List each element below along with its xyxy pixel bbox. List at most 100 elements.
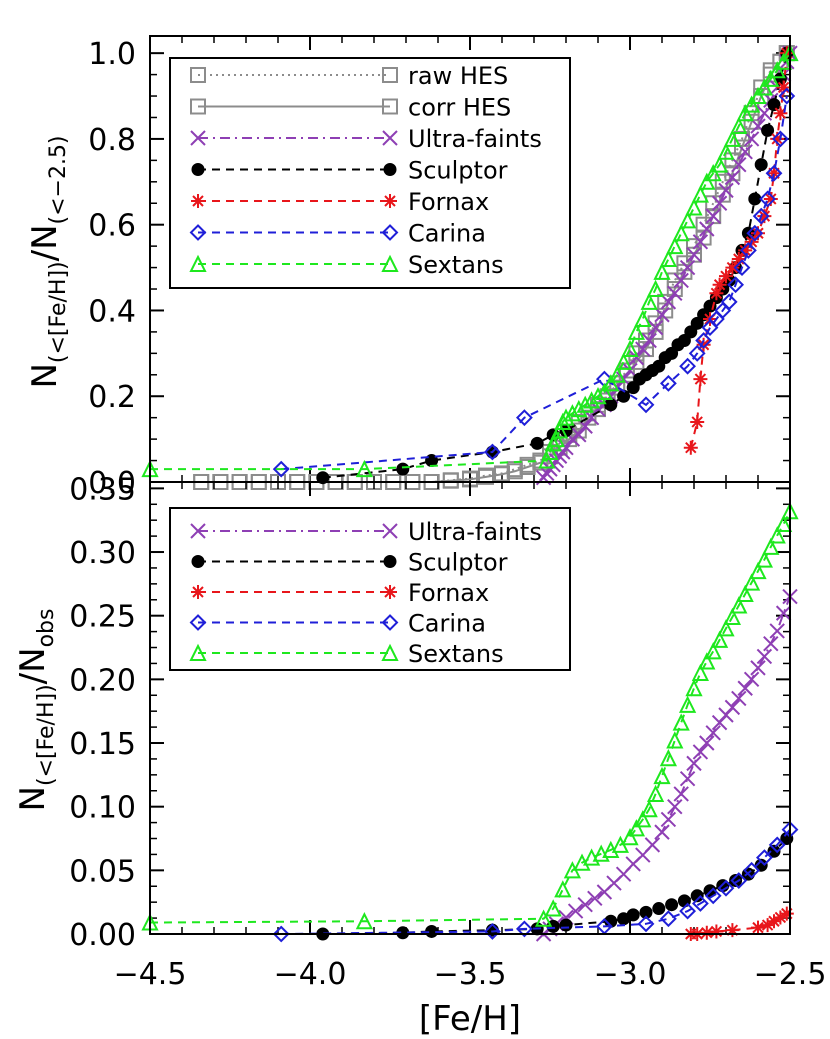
- top-point-fornax: [712, 277, 727, 292]
- bottom-point-ultra_faints: [679, 770, 696, 787]
- top-point-fornax: [751, 226, 765, 241]
- bottom-point-ultra_faints: [724, 699, 741, 716]
- bottom-point-ultra_faints: [567, 903, 584, 919]
- top-point-carina: [679, 357, 697, 375]
- top-point-sextans: [736, 103, 754, 122]
- bottom-point-carina: [272, 925, 290, 943]
- bottom-point-sextans: [554, 880, 572, 898]
- bottom-legend-label-carina: Carina: [408, 610, 486, 638]
- top-point-sextans: [634, 309, 652, 328]
- top-point-sculptor: [652, 359, 666, 373]
- bottom-legend-marker-end-sextans: [381, 643, 399, 661]
- top-point-carina: [483, 443, 501, 461]
- top-point-sextans: [608, 365, 626, 383]
- top-point-sculptor: [748, 192, 762, 206]
- xtick-label: −4.5: [114, 957, 187, 992]
- top-point-ultra_faints: [731, 156, 747, 173]
- bottom-panel-series: [141, 502, 799, 943]
- top-point-sculptor: [530, 436, 544, 450]
- bottom-point-carina: [768, 836, 786, 854]
- top-point-sculptor: [754, 158, 768, 172]
- top-point-ultra_faints: [571, 427, 587, 443]
- top-legend-item-ultra_faints: Ultra-faints: [190, 125, 542, 153]
- top-point-corr_hes: [442, 472, 459, 489]
- bottom-point-sextans: [774, 514, 793, 533]
- top-point-fornax: [731, 252, 746, 266]
- bottom-point-sextans: [730, 596, 748, 614]
- bottom-legend-item-ultra_faints: Ultra-faints: [190, 518, 542, 546]
- top-point-carina: [771, 130, 789, 148]
- top-point-fornax: [738, 243, 753, 258]
- bottom-point-sextans: [640, 799, 658, 818]
- top-point-corr_hes: [506, 463, 523, 480]
- top-ytick-label: 0.6: [88, 209, 136, 244]
- bottom-ytick-label: 0.15: [69, 727, 136, 762]
- bottom-ytick-label: 0.35: [69, 472, 136, 507]
- top-panel-ytick-labels: 0.0 0.2 0.4 0.6 0.8 1.0: [88, 37, 136, 501]
- top-legend-items: raw HES corr HES Ultra-faints Sculptor Forna…: [189, 62, 542, 279]
- bottom-point-ultra_faints: [692, 744, 709, 760]
- bottom-line-carina: [281, 828, 791, 935]
- top-point-carina: [515, 409, 533, 427]
- bottom-point-sculptor: [729, 874, 743, 888]
- top-point-carina: [272, 460, 290, 478]
- top-point-ultra_faints: [654, 307, 670, 323]
- top-point-sextans: [582, 391, 601, 409]
- top-ytick-label: 0.0: [88, 466, 136, 501]
- bottom-legend-marker-end-sculptor: [383, 555, 397, 568]
- top-series-ultra_faints: [535, 45, 798, 486]
- bottom-point-carina: [704, 887, 722, 905]
- bottom-point-sextans: [762, 537, 780, 555]
- top-point-sextans: [710, 155, 729, 173]
- bottom-legend-box: [169, 507, 571, 671]
- top-series-sextans: [141, 43, 799, 478]
- top-point-fornax: [719, 269, 733, 284]
- xtick-label: −2.5: [754, 957, 827, 992]
- top-point-sextans: [557, 408, 575, 426]
- top-point-corr_hes: [743, 113, 760, 130]
- top-point-sextans: [742, 95, 761, 113]
- bottom-point-fornax: [699, 925, 714, 940]
- bottom-point-ultra_faints: [654, 824, 670, 840]
- top-legend-item-corr_hes: corr HES: [190, 94, 511, 122]
- bottom-legend-marker-end-fornax: [383, 585, 397, 599]
- top-point-carina: [746, 224, 764, 242]
- top-point-sextans: [563, 404, 582, 422]
- top-point-sculptor: [767, 98, 781, 112]
- bottom-point-carina: [483, 923, 501, 940]
- top-point-ultra_faints: [705, 208, 721, 224]
- top-point-sextans: [538, 451, 556, 469]
- bottom-point-carina: [755, 849, 773, 867]
- top-legend-item-fornax: Fornax: [191, 188, 489, 216]
- top-legend-marker-start-corr_hes: [190, 98, 206, 115]
- top-point-fornax: [693, 372, 708, 387]
- top-point-ultra_faints: [692, 234, 709, 250]
- bottom-point-sextans: [659, 749, 678, 767]
- top-point-sculptor: [677, 333, 691, 347]
- top-point-sculptor: [761, 123, 775, 137]
- top-point-sculptor: [665, 346, 679, 360]
- top-point-fornax: [776, 80, 791, 95]
- top-legend-marker-end-sculptor: [383, 163, 397, 176]
- bottom-legend-marker-start-sextans: [189, 643, 207, 661]
- bottom-point-carina: [659, 910, 677, 928]
- top-legend-label-corr_hes: corr HES: [408, 94, 511, 122]
- top-point-carina: [759, 190, 777, 208]
- top-point-sextans: [589, 386, 607, 405]
- top-line-sextans: [150, 52, 791, 471]
- top-point-sextans: [595, 382, 614, 400]
- top-point-corr_hes: [724, 165, 741, 182]
- top-point-sextans: [646, 279, 665, 298]
- bottom-panel: 0.000.050.100.150.200.250.300.35 −4.5 −4.…: [13, 472, 826, 1039]
- bottom-series-ultra_faints: [535, 588, 798, 942]
- bottom-legend-label-sculptor: Sculptor: [408, 549, 508, 577]
- bottom-point-carina: [637, 915, 655, 933]
- top-point-sextans: [749, 86, 767, 105]
- top-point-corr_hes: [478, 468, 494, 485]
- top-panel-legend: raw HES corr HES Ultra-faints Sculptor Forna…: [169, 57, 571, 289]
- top-point-ultra_faints: [647, 319, 664, 336]
- bottom-panel-xtick-labels: −4.5 −4.0 −3.5 −3.0 −2.5: [114, 957, 827, 992]
- bottom-point-sculptor: [652, 902, 666, 916]
- bottom-ytick-label: 0.20: [69, 663, 136, 698]
- top-legend-marker-start-fornax: [191, 194, 205, 208]
